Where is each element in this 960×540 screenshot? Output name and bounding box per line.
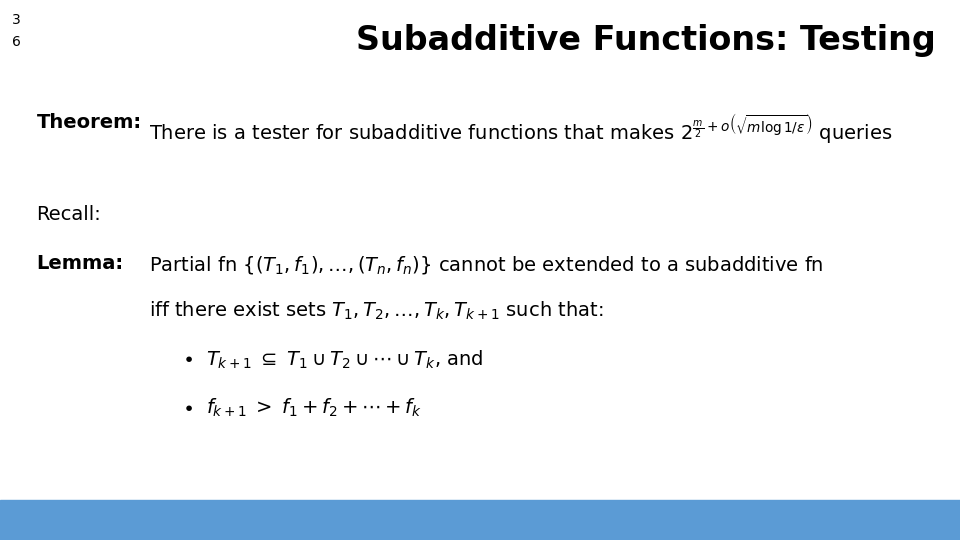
Text: 3: 3 bbox=[12, 14, 20, 28]
Text: iff there exist sets $T_1, T_2, \ldots, T_k, T_{k+1}$ such that:: iff there exist sets $T_1, T_2, \ldots, … bbox=[149, 300, 603, 322]
Text: $\bullet$: $\bullet$ bbox=[182, 348, 193, 367]
Text: Lemma:: Lemma: bbox=[36, 254, 124, 273]
Text: Partial fn $\{(T_1, f_1), \ldots, (T_n, f_n)\}$ cannot be extended to a subaddit: Partial fn $\{(T_1, f_1), \ldots, (T_n, … bbox=[149, 254, 824, 276]
Text: Subadditive Functions: Testing: Subadditive Functions: Testing bbox=[356, 24, 936, 57]
Text: $T_{k+1}\;\subseteq\;T_1 \cup T_2 \cup \cdots \cup T_k$, and: $T_{k+1}\;\subseteq\;T_1 \cup T_2 \cup \… bbox=[206, 348, 484, 370]
Text: $f_{k+1}\;>\;f_1 + f_2 + \cdots + f_k$: $f_{k+1}\;>\;f_1 + f_2 + \cdots + f_k$ bbox=[206, 397, 422, 419]
Bar bbox=[0, 500, 960, 540]
Text: 6: 6 bbox=[12, 35, 20, 49]
Text: Theorem:: Theorem: bbox=[36, 113, 142, 132]
Text: $\bullet$: $\bullet$ bbox=[182, 397, 193, 416]
Text: There is a tester for subadditive functions that makes $2^{\frac{m}{2}+o\left(\s: There is a tester for subadditive functi… bbox=[149, 113, 892, 147]
Text: Recall:: Recall: bbox=[36, 205, 101, 224]
